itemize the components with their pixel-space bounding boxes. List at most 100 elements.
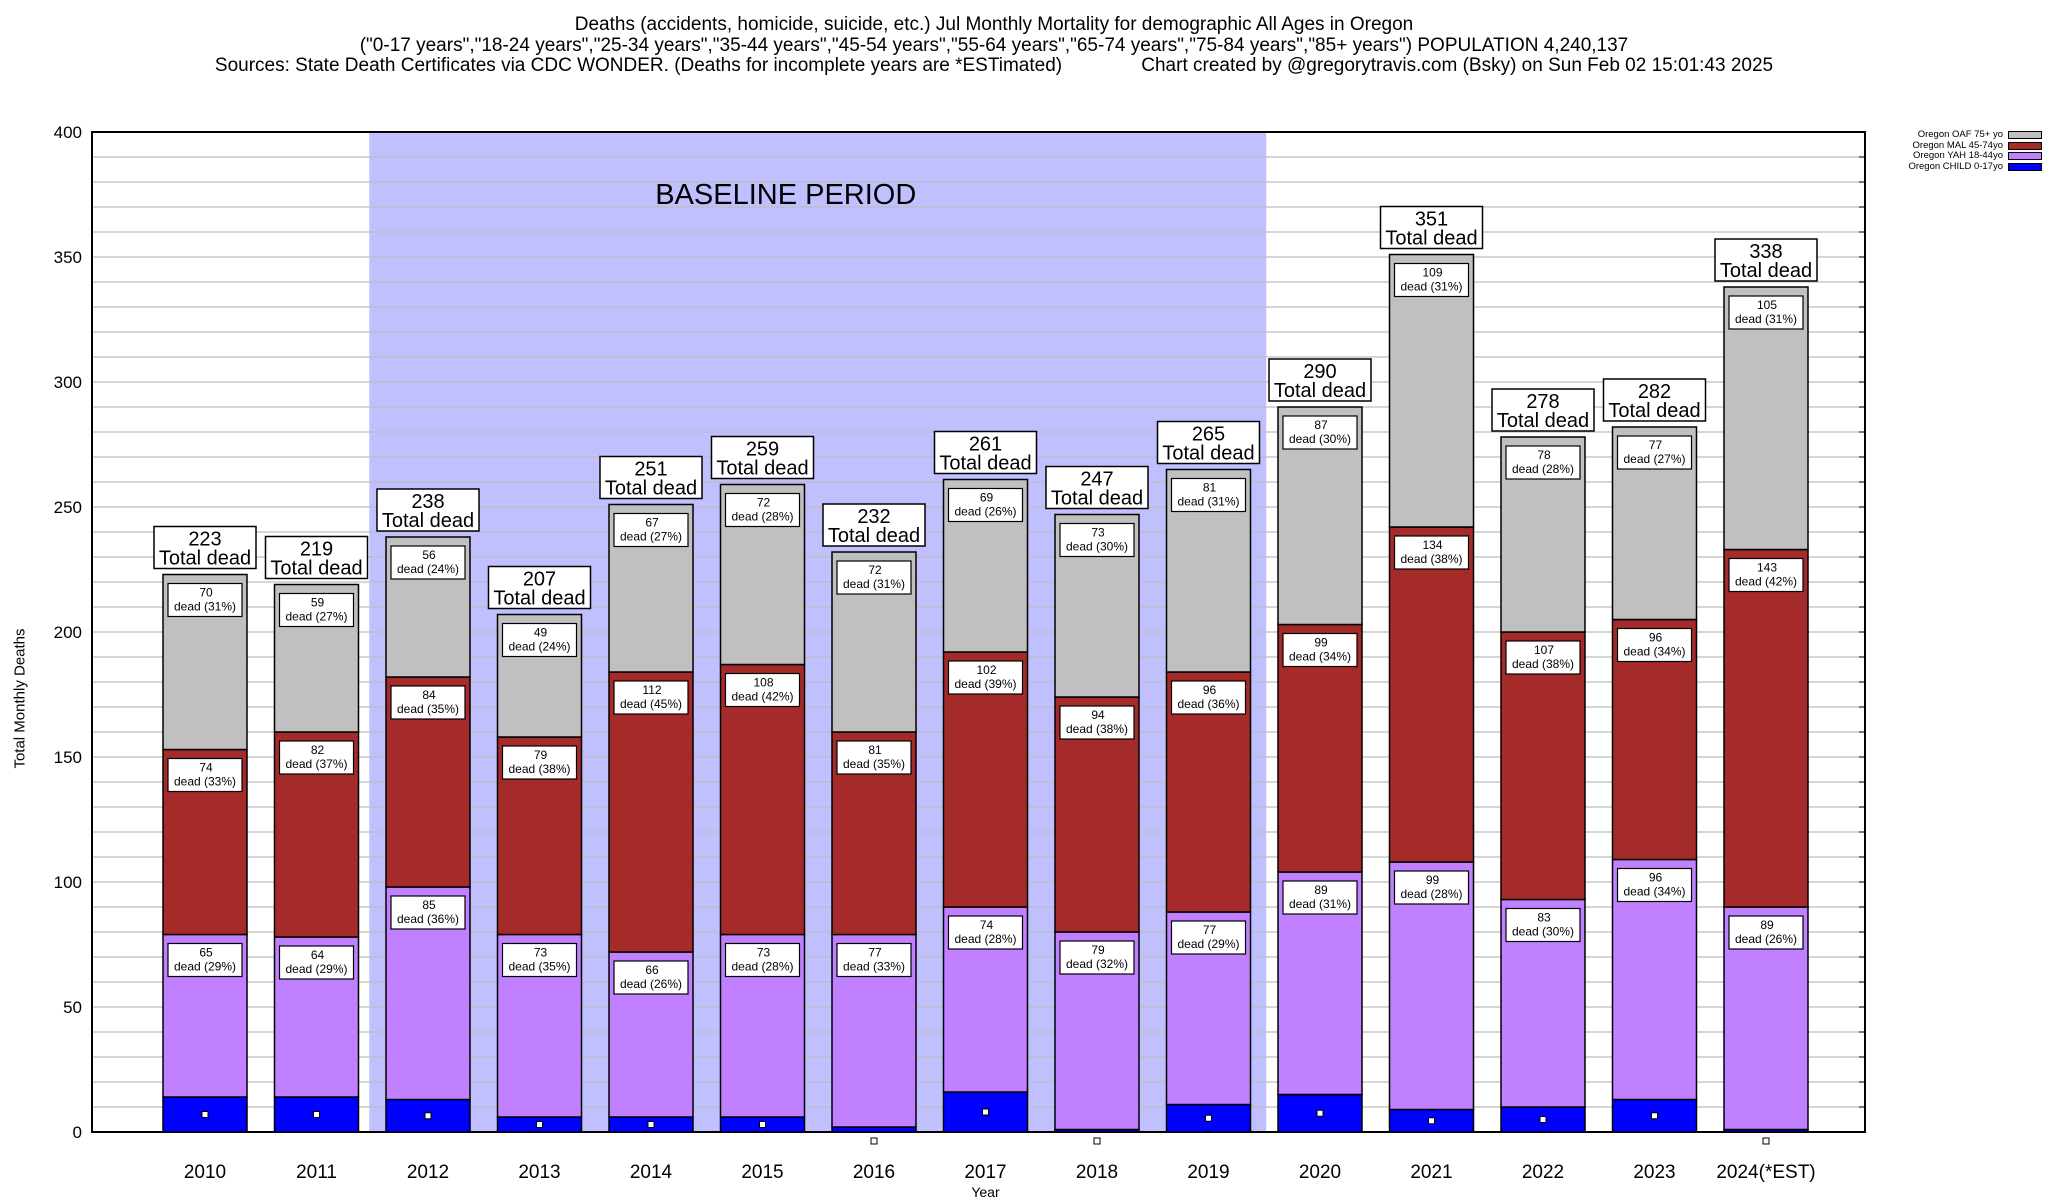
- segment-label-box: [1616, 435, 1693, 470]
- segment-label-box: [1728, 557, 1804, 593]
- segment-value-label: 89: [1760, 918, 1774, 932]
- segment-value-label: 82: [311, 743, 325, 757]
- segment-percent-label: dead (31%): [843, 577, 905, 591]
- legend-label: Oregon MAL 45-74yo: [1912, 139, 2003, 151]
- total-value-label: 259: [746, 439, 779, 461]
- x-tick-label: 2018: [1076, 1162, 1118, 1183]
- segment-label-box: [1170, 477, 1247, 513]
- segment-percent-label: dead (27%): [620, 530, 682, 544]
- segment-value-label: 99: [1426, 873, 1440, 887]
- segment-percent-label: dead (28%): [954, 932, 1016, 946]
- segment-label-box: [1059, 940, 1135, 975]
- segment-percent-label: dead (34%): [1623, 885, 1685, 899]
- total-label-box: [1602, 378, 1707, 422]
- segment-value-label: 85: [422, 898, 436, 912]
- total-label-box: [1379, 205, 1484, 250]
- total-value-label: 223: [188, 529, 221, 551]
- segment-percent-label: dead (29%): [285, 962, 347, 976]
- segment-percent-label: dead (29%): [174, 960, 236, 974]
- x-tick-label: 2017: [964, 1162, 1006, 1183]
- segment-label-box: [167, 757, 243, 793]
- segment-value-label: 96: [1649, 871, 1663, 885]
- total-value-label: 251: [634, 459, 667, 481]
- segment-label-box: [613, 512, 689, 548]
- segment-percent-label: dead (33%): [843, 960, 905, 974]
- segment-percent-label: dead (45%): [620, 697, 682, 711]
- y-tick-label: 250: [54, 498, 82, 517]
- segment-label-box: [836, 740, 912, 775]
- y-tick-label: 50: [63, 998, 82, 1017]
- bar-segment: [608, 671, 694, 953]
- segment-label-box: [1059, 705, 1135, 740]
- segment-value-label: 143: [1757, 561, 1777, 575]
- segment-label-box: [390, 895, 466, 930]
- segment-value-label: 66: [645, 963, 659, 977]
- segment-label-box: [501, 622, 578, 658]
- segment-label-box: [1505, 640, 1581, 675]
- segment-percent-label: dead (27%): [285, 610, 347, 624]
- segment-percent-label: dead (26%): [1735, 932, 1797, 946]
- y-tick-label: 400: [54, 123, 82, 142]
- total-label-box: [710, 435, 815, 480]
- baseline-period-label: BASELINE PERIOD: [655, 179, 916, 211]
- segment-percent-label: dead (31%): [1735, 312, 1797, 326]
- y-tick-label: 0: [73, 1123, 82, 1142]
- x-axis-label: Year: [971, 1184, 1000, 1200]
- segment-value-label: 67: [645, 516, 659, 530]
- bar-segment: [1723, 286, 1809, 551]
- total-label-box: [1045, 465, 1149, 510]
- segment-label-box: [613, 680, 689, 715]
- total-value-label: 219: [300, 539, 333, 561]
- segment-value-label: 87: [1314, 418, 1328, 432]
- segment-label-box: [836, 560, 912, 595]
- segment-label-box: [947, 660, 1024, 695]
- segment-value-label: 65: [199, 946, 213, 960]
- segment-label-box: [167, 942, 243, 978]
- total-caption-label: Total dead: [493, 588, 585, 610]
- child-segment-marker: [1762, 1137, 1770, 1145]
- legend-label: Oregon CHILD 0-17yo: [1908, 160, 2003, 172]
- segment-percent-label: dead (38%): [508, 762, 570, 776]
- child-segment-marker: [313, 1111, 320, 1118]
- segment-percent-label: dead (28%): [731, 510, 793, 524]
- segment-value-label: 99: [1314, 636, 1328, 650]
- segment-value-label: 105: [1757, 298, 1777, 312]
- total-caption-label: Total dead: [716, 458, 808, 480]
- segment-percent-label: dead (42%): [731, 690, 793, 704]
- segment-label-box: [167, 582, 243, 618]
- total-caption-label: Total dead: [1608, 400, 1700, 422]
- total-label-box: [264, 535, 369, 580]
- segment-label-box: [501, 745, 578, 780]
- segment-label-box: [836, 942, 912, 978]
- segment-value-label: 72: [868, 563, 882, 577]
- x-tick-label: 2014: [630, 1162, 673, 1183]
- child-segment-marker: [870, 1137, 878, 1145]
- segment-value-label: 102: [976, 663, 996, 677]
- segment-percent-label: dead (35%): [508, 960, 570, 974]
- segment-percent-label: dead (29%): [1177, 937, 1239, 951]
- chart-title: Deaths (accidents, homicide, suicide, et…: [574, 14, 1414, 35]
- segment-percent-label: dead (32%): [1066, 957, 1128, 971]
- total-caption-label: Total dead: [382, 510, 474, 532]
- segment-label-box: [724, 672, 801, 708]
- legend-item: Oregon CHILD 0-17yo: [1868, 160, 2046, 173]
- total-value-label: 238: [411, 491, 444, 513]
- segment-percent-label: dead (31%): [1289, 897, 1351, 911]
- chart-subtitle-age-groups: ("0-17 years","18-24 years","25-34 years…: [359, 35, 1629, 56]
- segment-value-label: 108: [753, 676, 773, 690]
- segment-percent-label: dead (35%): [397, 702, 459, 716]
- segment-percent-label: dead (26%): [620, 977, 682, 991]
- total-value-label: 247: [1080, 469, 1113, 491]
- segment-value-label: 79: [534, 748, 548, 762]
- segment-label-box: [1393, 870, 1470, 905]
- segment-percent-label: dead (30%): [1066, 540, 1128, 554]
- segment-label-box: [1282, 632, 1358, 668]
- total-value-label: 232: [857, 506, 890, 528]
- x-tick-label: 2012: [407, 1162, 449, 1183]
- segment-percent-label: dead (36%): [397, 912, 459, 926]
- x-tick-label: 2016: [853, 1162, 895, 1183]
- total-caption-label: Total dead: [270, 558, 362, 580]
- bar-segment: [1723, 548, 1809, 908]
- total-label-box: [1268, 358, 1372, 402]
- total-caption-label: Total dead: [828, 525, 920, 547]
